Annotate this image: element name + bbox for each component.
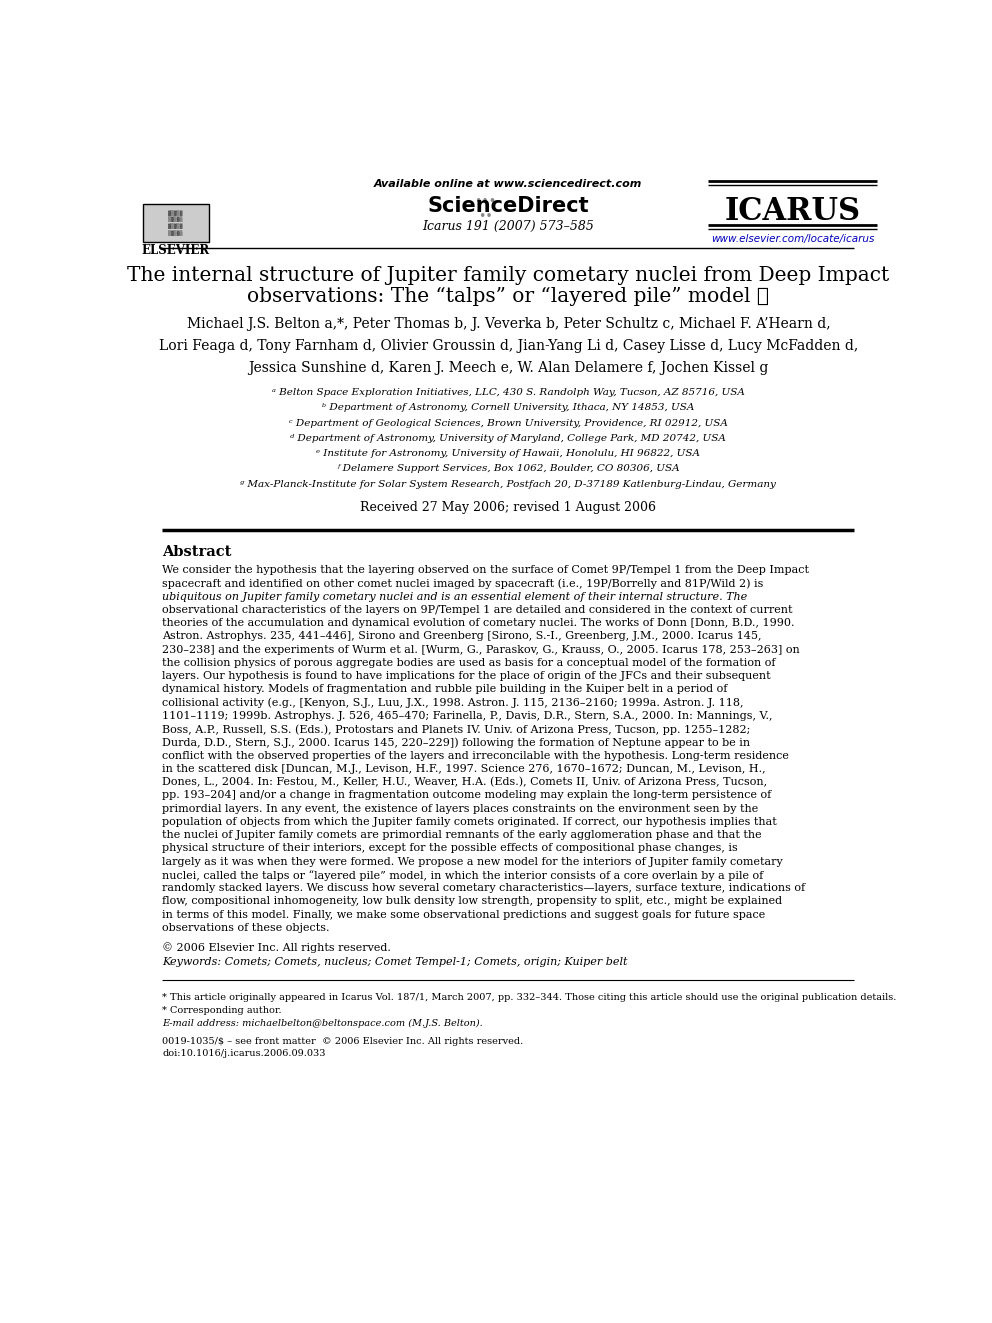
Text: Astron. Astrophys. 235, 441–446], Sirono and Greenberg [Sirono, S.-I., Greenberg: Astron. Astrophys. 235, 441–446], Sirono…	[163, 631, 762, 642]
Text: ᵃ Belton Space Exploration Initiatives, LLC, 430 S. Randolph Way, Tucson, AZ 857: ᵃ Belton Space Exploration Initiatives, …	[272, 388, 745, 397]
Text: the nuclei of Jupiter family comets are primordial remnants of the early agglome: the nuclei of Jupiter family comets are …	[163, 830, 762, 840]
Text: largely as it was when they were formed. We propose a new model for the interior: largely as it was when they were formed.…	[163, 856, 784, 867]
Text: pp. 193–204] and/or a change in fragmentation outcome modeling may explain the l: pp. 193–204] and/or a change in fragment…	[163, 790, 772, 800]
Text: ᵇ Department of Astronomy, Cornell University, Ithaca, NY 14853, USA: ᵇ Department of Astronomy, Cornell Unive…	[322, 404, 694, 413]
Text: Icarus 191 (2007) 573–585: Icarus 191 (2007) 573–585	[423, 220, 594, 233]
Text: E-mail address: michaelbelton@beltonspace.com (M.J.S. Belton).: E-mail address: michaelbelton@beltonspac…	[163, 1019, 483, 1028]
Text: ubiquitous on Jupiter family cometary nuclei and is an essential element of thei: ubiquitous on Jupiter family cometary nu…	[163, 591, 748, 602]
Text: collisional activity (e.g., [Kenyon, S.J., Luu, J.X., 1998. Astron. J. 115, 2136: collisional activity (e.g., [Kenyon, S.J…	[163, 697, 744, 708]
Text: conflict with the observed properties of the layers and irreconcilable with the : conflict with the observed properties of…	[163, 750, 790, 761]
Text: ᶜ Department of Geological Sciences, Brown University, Providence, RI 02912, USA: ᶜ Department of Geological Sciences, Bro…	[289, 418, 728, 427]
Text: population of objects from which the Jupiter family comets originated. If correc: population of objects from which the Jup…	[163, 816, 777, 827]
Text: Dones, L., 2004. In: Festou, M., Keller, H.U., Weaver, H.A. (Eds.), Comets II, U: Dones, L., 2004. In: Festou, M., Keller,…	[163, 777, 768, 787]
Text: Available online at www.sciencedirect.com: Available online at www.sciencedirect.co…	[374, 179, 643, 189]
Text: 0019-1035/$ – see front matter  © 2006 Elsevier Inc. All rights reserved.: 0019-1035/$ – see front matter © 2006 El…	[163, 1037, 524, 1046]
Text: primordial layers. In any event, the existence of layers places constraints on t: primordial layers. In any event, the exi…	[163, 803, 759, 814]
Text: randomly stacked layers. We discuss how several cometary characteristics—layers,: randomly stacked layers. We discuss how …	[163, 882, 806, 893]
Text: Jessica Sunshine d, Karen J. Meech e, W. Alan Delamere f, Jochen Kissel g: Jessica Sunshine d, Karen J. Meech e, W.…	[248, 361, 769, 376]
FancyBboxPatch shape	[143, 204, 208, 242]
Text: © 2006 Elsevier Inc. All rights reserved.: © 2006 Elsevier Inc. All rights reserved…	[163, 942, 391, 953]
Text: We consider the hypothesis that the layering observed on the surface of Comet 9P: We consider the hypothesis that the laye…	[163, 565, 809, 576]
Text: ᶠ Delamere Support Services, Box 1062, Boulder, CO 80306, USA: ᶠ Delamere Support Services, Box 1062, B…	[337, 464, 680, 474]
Text: •••
••: ••• ••	[474, 196, 496, 224]
Text: ▓▒▓▒▓
▒▓▒▓▒
▓▒▓▒▓
▒▓▒▓▒: ▓▒▓▒▓ ▒▓▒▓▒ ▓▒▓▒▓ ▒▓▒▓▒	[169, 210, 183, 235]
Text: observations of these objects.: observations of these objects.	[163, 923, 330, 933]
Text: ᵉ Institute for Astronomy, University of Hawaii, Honolulu, HI 96822, USA: ᵉ Institute for Astronomy, University of…	[316, 448, 700, 458]
Text: spacecraft and identified on other comet nuclei imaged by spacecraft (i.e., 19P/: spacecraft and identified on other comet…	[163, 578, 764, 589]
Text: ᵍ Max-Planck-Institute for Solar System Research, Postfach 20, D-37189 Katlenbur: ᵍ Max-Planck-Institute for Solar System …	[240, 480, 777, 488]
Text: in terms of this model. Finally, we make some observational predictions and sugg: in terms of this model. Finally, we make…	[163, 909, 766, 919]
Text: Abstract: Abstract	[163, 545, 232, 558]
Text: physical structure of their interiors, except for the possible effects of compos: physical structure of their interiors, e…	[163, 843, 738, 853]
Text: flow, compositional inhomogeneity, low bulk density low strength, propensity to : flow, compositional inhomogeneity, low b…	[163, 896, 783, 906]
Text: observations: The “talps” or “layered pile” model ☆: observations: The “talps” or “layered pi…	[247, 287, 770, 306]
Text: Boss, A.P., Russell, S.S. (Eds.), Protostars and Planets IV. Univ. of Arizona Pr: Boss, A.P., Russell, S.S. (Eds.), Protos…	[163, 724, 751, 734]
Text: observational characteristics of the layers on 9P/Tempel 1 are detailed and cons: observational characteristics of the lay…	[163, 605, 793, 615]
Text: in the scattered disk [Duncan, M.J., Levison, H.F., 1997. Science 276, 1670–1672: in the scattered disk [Duncan, M.J., Lev…	[163, 763, 766, 774]
Text: www.elsevier.com/locate/icarus: www.elsevier.com/locate/icarus	[711, 234, 875, 245]
Text: the collision physics of porous aggregate bodies are used as basis for a concept: the collision physics of porous aggregat…	[163, 658, 776, 668]
Text: Keywords: Comets; Comets, nucleus; Comet Tempel-1; Comets, origin; Kuiper belt: Keywords: Comets; Comets, nucleus; Comet…	[163, 958, 628, 967]
Text: ᵈ Department of Astronomy, University of Maryland, College Park, MD 20742, USA: ᵈ Department of Astronomy, University of…	[291, 434, 726, 443]
Text: ELSEVIER: ELSEVIER	[142, 245, 209, 258]
Text: ICARUS: ICARUS	[725, 196, 861, 228]
Text: * Corresponding author.: * Corresponding author.	[163, 1007, 282, 1015]
Text: Michael J.S. Belton a,*, Peter Thomas b, J. Veverka b, Peter Schultz c, Michael : Michael J.S. Belton a,*, Peter Thomas b,…	[186, 316, 830, 331]
Text: 230–238] and the experiments of Wurm et al. [Wurm, G., Paraskov, G., Krauss, O.,: 230–238] and the experiments of Wurm et …	[163, 644, 801, 655]
Text: * This article originally appeared in Icarus Vol. 187/1, March 2007, pp. 332–344: * This article originally appeared in Ic…	[163, 994, 897, 1002]
Text: theories of the accumulation and dynamical evolution of cometary nuclei. The wor: theories of the accumulation and dynamic…	[163, 618, 795, 628]
Text: Durda, D.D., Stern, S.J., 2000. Icarus 145, 220–229]) following the formation of: Durda, D.D., Stern, S.J., 2000. Icarus 1…	[163, 737, 751, 747]
Text: doi:10.1016/j.icarus.2006.09.033: doi:10.1016/j.icarus.2006.09.033	[163, 1049, 326, 1058]
Text: layers. Our hypothesis is found to have implications for the place of origin of : layers. Our hypothesis is found to have …	[163, 671, 771, 681]
Text: The internal structure of Jupiter family cometary nuclei from Deep Impact: The internal structure of Jupiter family…	[127, 266, 890, 284]
Text: Received 27 May 2006; revised 1 August 2006: Received 27 May 2006; revised 1 August 2…	[360, 501, 657, 515]
Text: 1101–1119; 1999b. Astrophys. J. 526, 465–470; Farinella, P., Davis, D.R., Stern,: 1101–1119; 1999b. Astrophys. J. 526, 465…	[163, 710, 773, 721]
Text: nuclei, called the talps or “layered pile” model, in which the interior consists: nuclei, called the talps or “layered pil…	[163, 869, 764, 881]
Text: Lori Feaga d, Tony Farnham d, Olivier Groussin d, Jian-Yang Li d, Casey Lisse d,: Lori Feaga d, Tony Farnham d, Olivier Gr…	[159, 339, 858, 353]
Text: ScienceDirect: ScienceDirect	[428, 196, 589, 217]
Text: dynamical history. Models of fragmentation and rubble pile building in the Kuipe: dynamical history. Models of fragmentati…	[163, 684, 728, 695]
